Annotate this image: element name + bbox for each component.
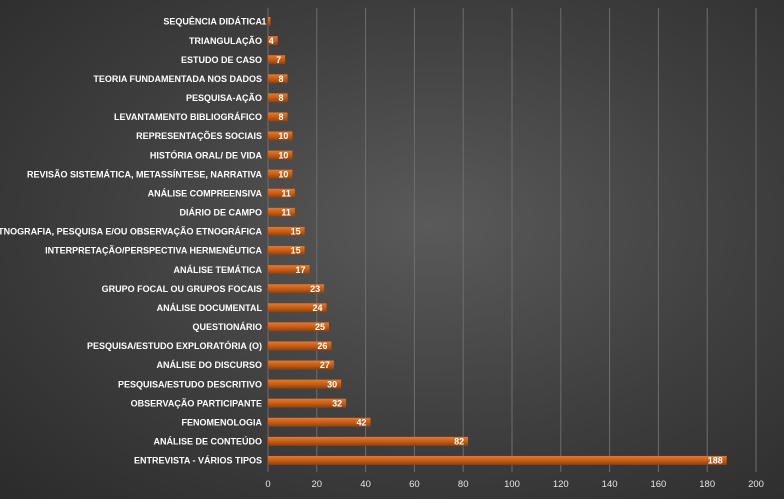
- bar: [268, 131, 293, 141]
- category-label: ESTUDO DE CASO: [181, 55, 262, 65]
- bar: [268, 17, 271, 27]
- bar: [268, 360, 334, 370]
- data-label: 32: [332, 398, 342, 408]
- data-label: 11: [281, 208, 291, 218]
- category-label: INTERPRETAÇÃO/PERSPECTIVA HERMENÊUTICA: [45, 245, 262, 256]
- category-label: ENTREVISTA - VÁRIOS TIPOS: [134, 456, 262, 466]
- data-label: 82: [454, 437, 464, 447]
- data-label: 8: [279, 112, 284, 122]
- x-tick-label: 20: [312, 479, 323, 490]
- x-tick-label: 40: [360, 479, 371, 490]
- category-label: GRUPO FOCAL OU GRUPOS FOCAIS: [102, 284, 262, 294]
- data-label: 10: [278, 131, 288, 141]
- data-label: 8: [279, 74, 284, 84]
- data-label: 188: [708, 456, 723, 466]
- x-tick-label: 0: [265, 479, 270, 490]
- x-tick-label: 80: [458, 479, 469, 490]
- x-axis-tick-labels: 0 20 40 60 80 100 120 140 160 180 200: [265, 479, 764, 490]
- bar: [268, 246, 305, 256]
- x-tick-label: 160: [650, 479, 666, 490]
- data-label: 7: [276, 55, 281, 65]
- bar: [268, 436, 469, 446]
- data-label: 17: [295, 265, 305, 275]
- bar: [268, 303, 327, 313]
- category-label: QUESTIONÁRIO: [192, 322, 262, 332]
- bar: [268, 341, 332, 351]
- data-label: 42: [356, 417, 366, 427]
- bar: [268, 74, 288, 84]
- category-label: TRIANGULAÇÃO: [189, 36, 262, 46]
- category-label: FENOMENOLOGIA: [182, 417, 263, 427]
- data-label: 10: [278, 169, 288, 179]
- bar: [268, 379, 342, 389]
- bar: [268, 284, 325, 294]
- data-label: 27: [320, 360, 330, 370]
- data-label: 10: [278, 150, 288, 160]
- data-label: 8: [279, 93, 284, 103]
- category-label: REVISÃO SISTEMÁTICA, METASSÍNTESE, NARRA…: [27, 169, 263, 179]
- category-label: REPRESENTAÇÕES SOCIAIS: [136, 131, 262, 141]
- x-tick-label: 180: [699, 479, 715, 490]
- data-label: 1: [261, 17, 266, 27]
- category-label: PESQUISA-AÇÃO: [186, 93, 262, 103]
- bar: [268, 207, 295, 217]
- x-tick-label: 100: [504, 479, 520, 490]
- x-tick-label: 140: [602, 479, 618, 490]
- bar: [268, 322, 329, 332]
- category-label: PESQUISA/ESTUDO DESCRITIVO: [118, 379, 262, 389]
- bar: [268, 398, 347, 408]
- data-label: 26: [317, 341, 327, 351]
- x-tick-label: 60: [409, 479, 420, 490]
- gridlines: [267, 8, 757, 472]
- category-label: ANÁLISE COMPREENSIVA: [148, 188, 263, 198]
- data-label: 15: [291, 227, 301, 237]
- bar: [268, 36, 278, 46]
- x-tick-label: 120: [553, 479, 569, 490]
- category-label: ANÁLISE DE CONTEÚDO: [153, 436, 262, 447]
- bar: [268, 226, 305, 236]
- category-label: TEORIA FUNDAMENTADA NOS DADOS: [93, 74, 262, 84]
- category-label: DIÁRIO DE CAMPO: [179, 208, 262, 218]
- bar: [268, 112, 288, 122]
- data-label: 11: [281, 188, 291, 198]
- category-label: OBSERVAÇÃO PARTICIPANTE: [131, 398, 262, 408]
- category-label: HISTÓRIA ORAL/ DE VIDA: [150, 149, 263, 160]
- category-label: ANÁLISE DO DISCURSO: [156, 360, 262, 370]
- bar: [268, 150, 293, 160]
- category-label: SEQUÊNCIA DIDÁTICA: [163, 16, 262, 27]
- bars: [268, 17, 727, 465]
- bar: [268, 188, 295, 198]
- bar: [268, 265, 310, 275]
- data-label: 30: [327, 379, 337, 389]
- category-label: LEVANTAMENTO BIBLIOGRÁFICO: [114, 112, 262, 122]
- category-labels: SEQUÊNCIA DIDÁTICA TRIANGULAÇÃO ESTUDO DE …: [0, 16, 263, 466]
- data-label: 24: [313, 303, 323, 313]
- data-label: 23: [310, 284, 320, 294]
- bar: [268, 169, 293, 179]
- bar: [268, 93, 288, 103]
- data-label: 25: [315, 322, 325, 332]
- category-label: ETNOGRAFIA, PESQUISA E/OU OBSERVAÇÃO ETN…: [0, 227, 262, 237]
- category-label: ANÁLISE TEMÁTICA: [174, 265, 263, 275]
- category-label: ANÁLISE DOCUMENTAL: [157, 303, 263, 313]
- bar: [268, 55, 286, 65]
- bar: [268, 417, 371, 427]
- data-label: 15: [291, 246, 301, 256]
- x-tick-label: 200: [748, 479, 764, 490]
- data-label: 4: [269, 36, 274, 46]
- bar: [268, 455, 727, 465]
- category-label: PESQUISA/ESTUDO EXPLORATÓRIA (O): [87, 340, 262, 351]
- value-labels: 1478881010101111151517232425262730324282…: [261, 17, 722, 466]
